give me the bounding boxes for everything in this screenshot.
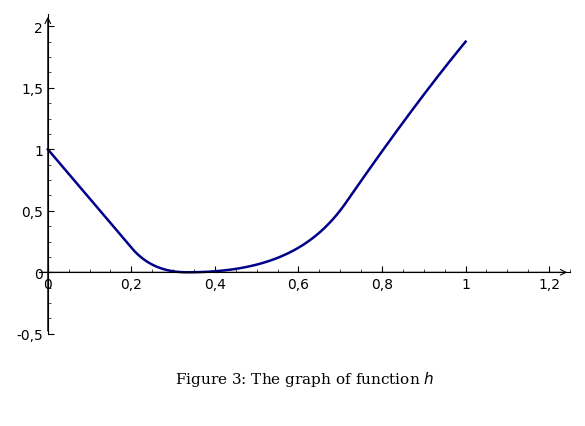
Title: Figure 3: The graph of function $h$: Figure 3: The graph of function $h$	[175, 369, 435, 388]
